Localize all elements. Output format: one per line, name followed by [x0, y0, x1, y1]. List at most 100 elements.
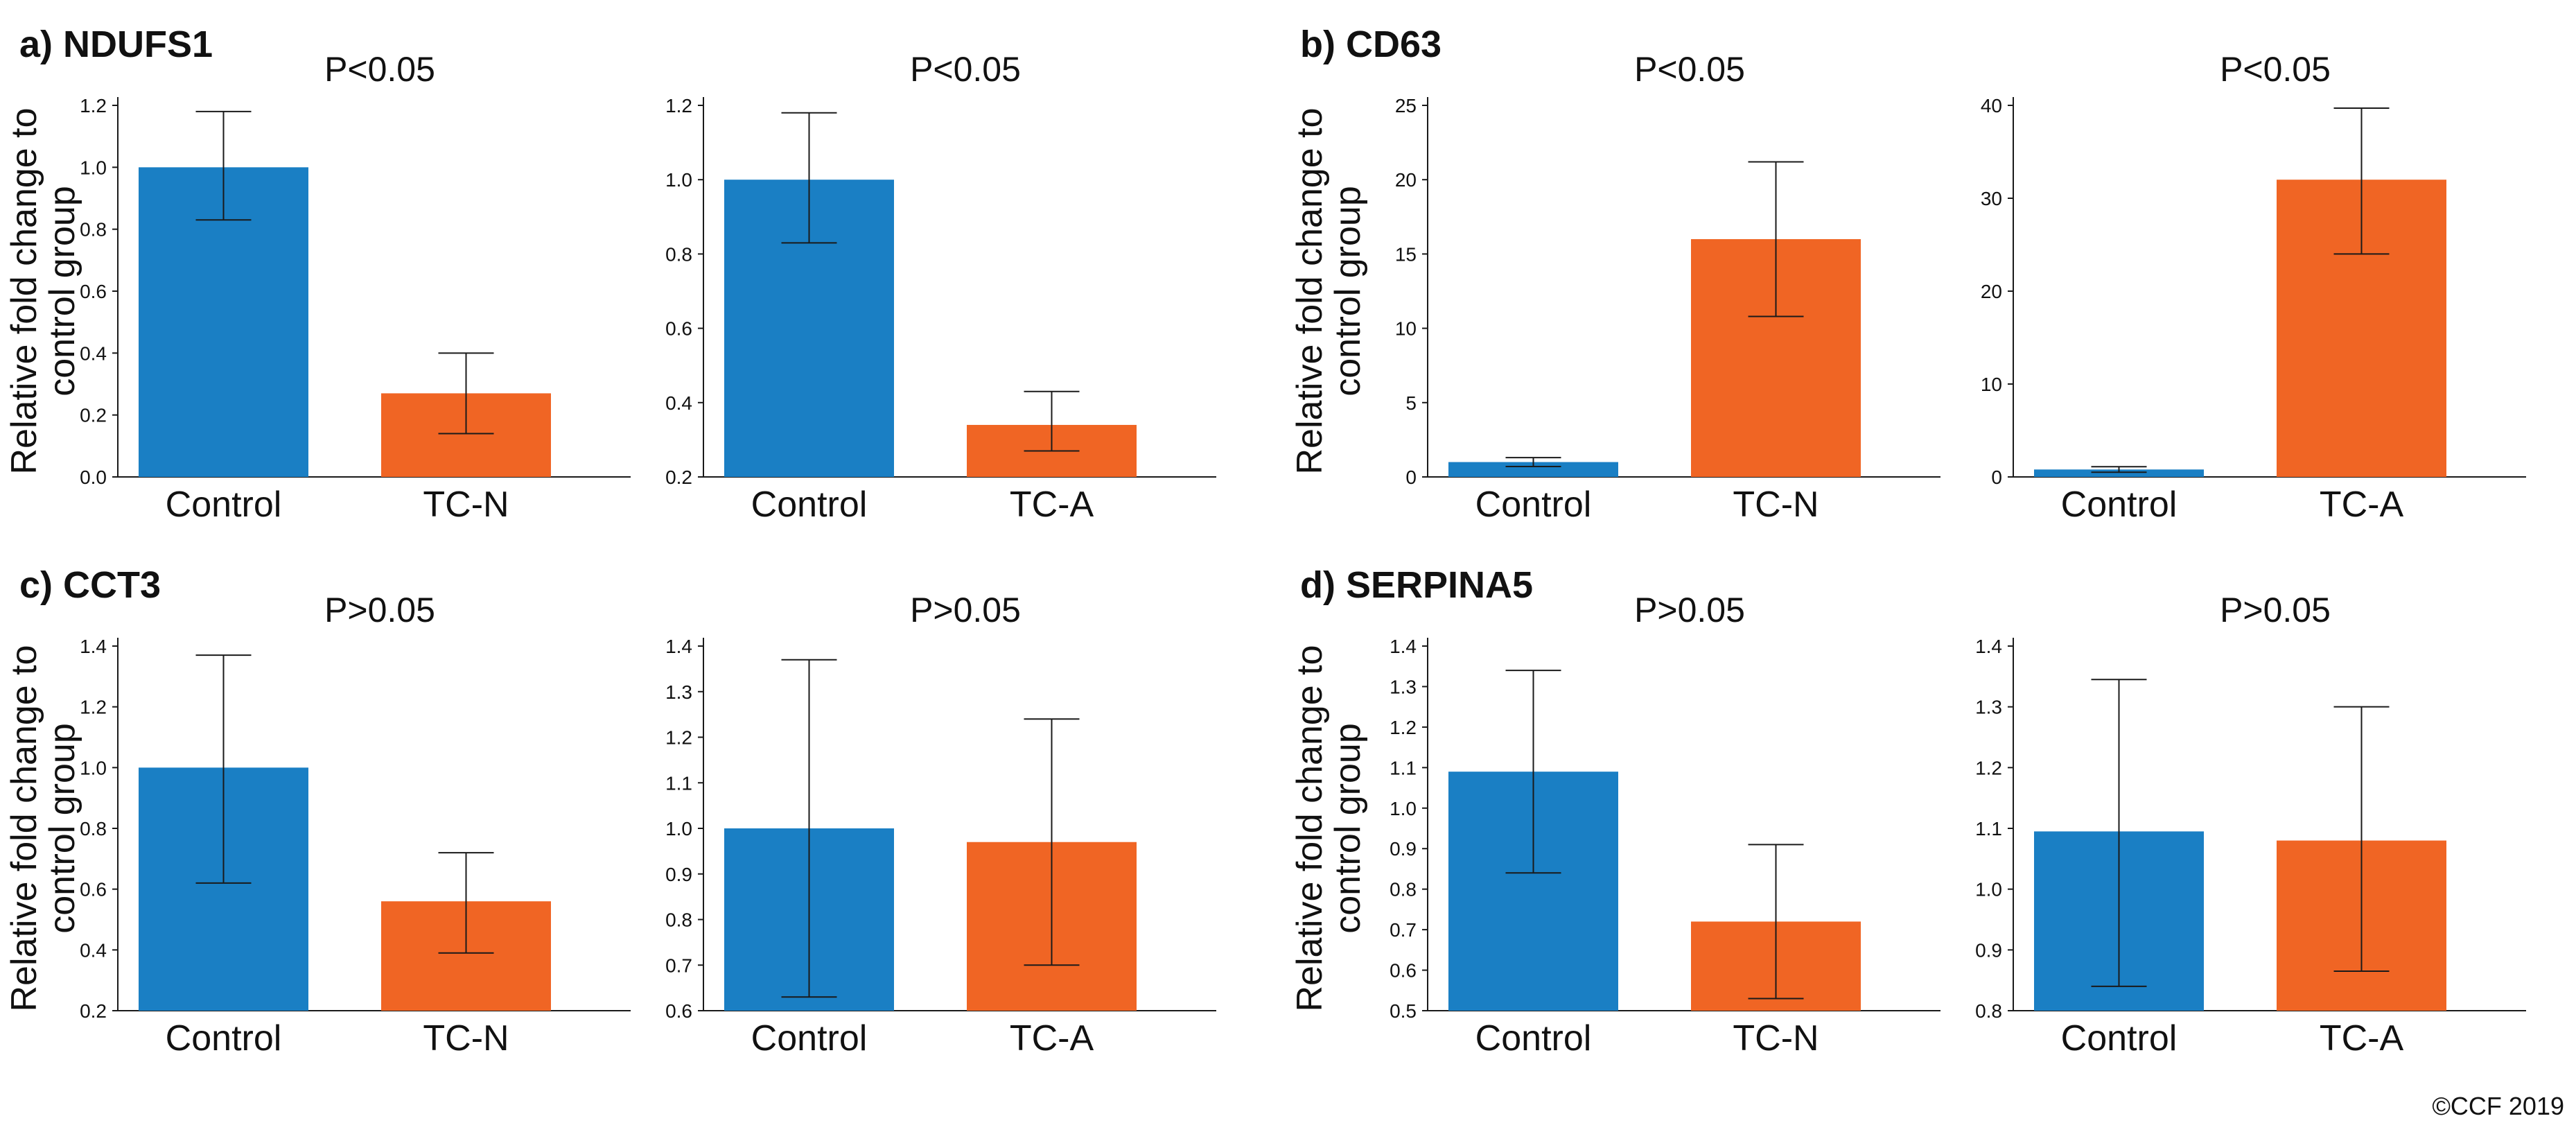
category-label: TC-A [1010, 485, 1094, 525]
y-tick-label: 1.4 [665, 636, 692, 657]
y-tick-label: 1.0 [80, 157, 107, 178]
y-tick-label: 1.0 [1975, 879, 2002, 900]
y-tick-label: 1.1 [1390, 757, 1417, 778]
category-label: TC-N [423, 485, 509, 525]
y-tick-label: 1.4 [1390, 636, 1417, 657]
y-tick-label: 5 [1405, 392, 1417, 414]
y-tick-label: 0.2 [80, 405, 107, 426]
y-tick-label: 0.4 [80, 939, 107, 961]
y-tick-label: 0.6 [80, 879, 107, 900]
p-value-title: P>0.05 [910, 591, 1021, 629]
y-axis-label-line: control group [42, 186, 82, 397]
p-value-title: P<0.05 [2220, 50, 2331, 89]
y-tick-label: 1.0 [1390, 798, 1417, 819]
panel-label-d: d) SERPINA5 [1300, 564, 1533, 606]
chart-5: 0.2 0.4 0.6 0.8 1.0 1.2 1.4 P>0.05 Control TC-N Re… [4, 591, 631, 1059]
y-tick-label: 20 [1981, 281, 2002, 302]
y-tick-label: 0.6 [665, 318, 692, 340]
panel-label-a: a) NDUFS1 [19, 24, 213, 65]
category-label: TC-A [2320, 485, 2404, 525]
category-label: TC-N [1733, 485, 1819, 525]
p-value-title: P<0.05 [1634, 50, 1745, 89]
y-tick-label: 1.0 [665, 818, 692, 839]
chart-4: 0 10 20 30 40 P<0.05 Control TC-A [1981, 50, 2526, 525]
y-tick-label: 1.2 [80, 95, 107, 116]
category-label: Control [2061, 1018, 2178, 1059]
category-label: Control [166, 1018, 282, 1059]
category-label: Control [1475, 485, 1592, 525]
y-tick-label: 0.7 [1390, 919, 1417, 941]
y-tick-label: 1.2 [1975, 757, 2002, 778]
bar-control [1448, 462, 1618, 477]
p-value-title: P>0.05 [2220, 591, 2331, 629]
category-label: Control [166, 485, 282, 525]
y-tick-label: 1.2 [665, 727, 692, 749]
y-tick-label: 1.1 [665, 772, 692, 794]
y-tick-label: 1.2 [1390, 717, 1417, 738]
p-value-title: P>0.05 [324, 591, 435, 629]
y-tick-label: 0.4 [665, 392, 692, 414]
y-tick-label: 10 [1981, 374, 2002, 395]
category-label: TC-N [423, 1018, 509, 1059]
bar-control [2034, 469, 2204, 477]
chart-1: 0.0 0.2 0.4 0.6 0.8 1.0 1.2 P<0.05 Control TC-N Re… [4, 50, 631, 525]
y-tick-label: 0.7 [665, 955, 692, 976]
y-axis-label: Relative fold change tocontrol group [4, 107, 82, 474]
copyright-credit: ©CCF 2019 [2432, 1092, 2564, 1120]
y-axis-label-line: Relative fold change to [1290, 107, 1330, 474]
chart-6: 0.6 0.7 0.8 0.9 1.0 1.1 1.2 1.3 1.4 P>0.05 Control… [665, 591, 1216, 1059]
panel-label-c: c) CCT3 [19, 564, 161, 606]
y-axis-label: Relative fold change tocontrol group [1290, 645, 1368, 1011]
y-tick-label: 1.3 [665, 681, 692, 703]
y-tick-label: 0 [1991, 467, 2002, 488]
y-tick-label: 0.6 [1390, 960, 1417, 982]
charts-group: 0.0 0.2 0.4 0.6 0.8 1.0 1.2 P<0.05 Control TC-N Re… [4, 50, 2526, 1059]
category-label: TC-A [1010, 1018, 1094, 1059]
y-tick-label: 1.1 [1975, 818, 2002, 839]
y-tick-label: 0.9 [1975, 939, 2002, 961]
y-tick-label: 0.0 [80, 467, 107, 488]
y-tick-label: 0.5 [1390, 1000, 1417, 1022]
y-tick-label: 0.8 [80, 818, 107, 839]
y-tick-label: 1.2 [665, 95, 692, 116]
p-value-title: P>0.05 [1634, 591, 1745, 629]
y-tick-label: 1.4 [1975, 636, 2002, 657]
y-tick-label: 0.9 [665, 864, 692, 885]
y-tick-label: 0.4 [80, 342, 107, 364]
y-tick-label: 0.8 [80, 219, 107, 241]
category-label: Control [751, 1018, 868, 1059]
y-tick-label: 20 [1395, 169, 1417, 191]
y-tick-label: 0.8 [1390, 879, 1417, 900]
y-axis-label-line: control group [1328, 723, 1368, 934]
category-label: TC-N [1733, 1018, 1819, 1059]
y-tick-label: 0.6 [80, 281, 107, 302]
y-tick-label: 0.6 [665, 1000, 692, 1022]
y-tick-label: 0.8 [665, 909, 692, 931]
y-axis-label-line: Relative fold change to [1290, 645, 1330, 1011]
y-tick-label: 1.4 [80, 636, 107, 657]
y-tick-label: 10 [1395, 318, 1417, 340]
y-tick-label: 1.0 [80, 757, 107, 778]
y-tick-label: 0.8 [1975, 1000, 2002, 1022]
category-label: Control [2061, 485, 2178, 525]
y-tick-label: 0.2 [80, 1000, 107, 1022]
chart-8: 0.8 0.9 1.0 1.1 1.2 1.3 1.4 P>0.05 Control TC-A [1975, 591, 2526, 1059]
y-axis-label-line: Relative fold change to [4, 107, 44, 474]
y-tick-label: 0.8 [665, 243, 692, 265]
chart-2: 0.2 0.4 0.6 0.8 1.0 1.2 P<0.05 Control TC-A [665, 50, 1216, 525]
p-value-title: P<0.05 [910, 50, 1021, 89]
y-tick-label: 0.2 [665, 467, 692, 488]
y-tick-label: 1.2 [80, 697, 107, 718]
chart-7: 0.5 0.6 0.7 0.8 0.9 1.0 1.1 1.2 1.3 1.4 P>0.05 Cont… [1290, 591, 1940, 1059]
y-tick-label: 1.3 [1975, 697, 2002, 718]
y-tick-label: 1.0 [665, 169, 692, 191]
y-tick-label: 15 [1395, 243, 1417, 265]
y-axis-label: Relative fold change tocontrol group [1290, 107, 1368, 474]
y-tick-label: 1.3 [1390, 676, 1417, 697]
y-axis-label: Relative fold change tocontrol group [4, 645, 82, 1011]
y-tick-label: 0.9 [1390, 838, 1417, 860]
category-label: TC-A [2320, 1018, 2404, 1059]
y-axis-label-line: control group [42, 723, 82, 934]
p-value-title: P<0.05 [324, 50, 435, 89]
